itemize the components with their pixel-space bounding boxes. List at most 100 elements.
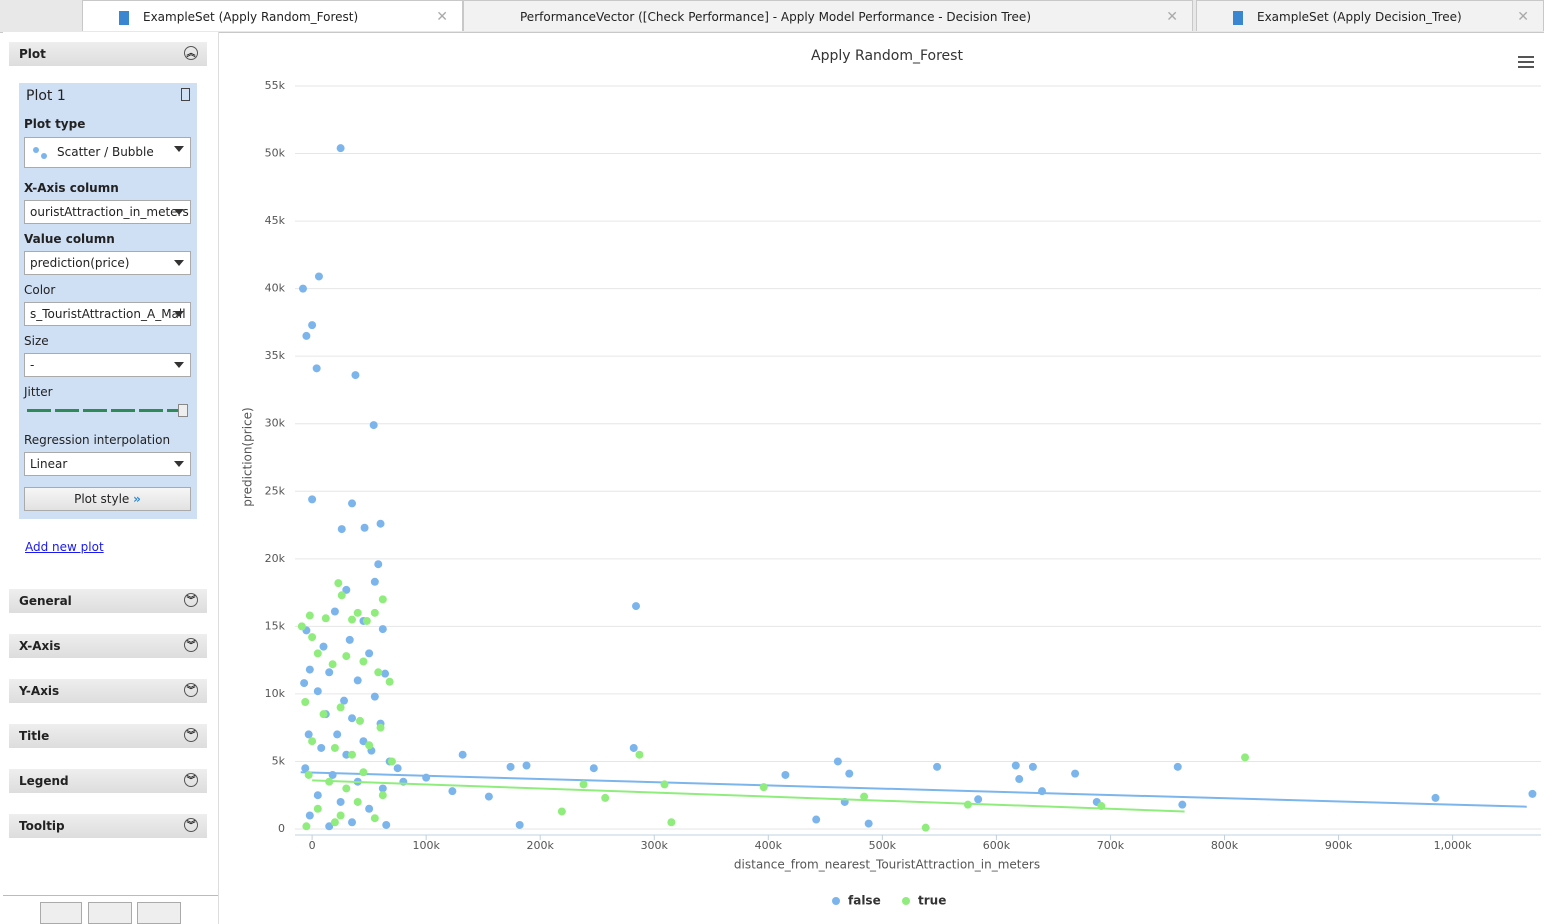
point [635,750,644,759]
refresh-button[interactable] [137,902,181,924]
dropdown[interactable]: - [24,353,191,377]
point [336,811,345,820]
point [342,585,351,594]
x-tick-label: 500k [869,839,897,852]
tab[interactable]: PerformanceVector ([Check Performance] -… [463,0,1193,31]
section-header[interactable]: General ︾ [9,589,207,613]
point [337,591,346,600]
point [319,642,328,651]
point [345,635,354,644]
section-title: Y-Axis [19,684,60,698]
dropdown[interactable]: Linear [24,452,191,476]
point [360,523,369,532]
point [579,780,588,789]
point [374,560,383,569]
y-tick-label: 0 [278,822,285,835]
jitter-slider[interactable] [27,409,187,412]
point [304,770,313,779]
open-button[interactable] [88,902,132,924]
point [382,820,391,829]
point [1528,789,1537,798]
section-header[interactable]: Title ︾ [9,724,207,748]
point [321,614,330,623]
point [387,757,396,766]
point [297,622,306,631]
field-label: Color [24,283,56,297]
delete-icon[interactable] [181,88,190,101]
plot-style-button[interactable]: Plot style » [24,487,191,511]
dropdown[interactable]: Scatter / Bubble [24,137,191,168]
point [359,768,368,777]
tab[interactable]: ExampleSet (Apply Decision_Tree) ✕ [1196,0,1544,31]
point [308,495,317,504]
point [305,611,314,620]
section-header[interactable]: X-Axis ︾ [9,634,207,658]
dropdown[interactable]: s_TouristAttraction_A_Mall [24,302,191,326]
point [506,762,515,771]
regression-line [300,771,1527,808]
y-axis-title: prediction(price) [241,407,255,506]
legend-label[interactable]: true [918,894,946,908]
point [370,577,379,586]
section-title: Tooltip [19,819,65,833]
point [365,741,374,750]
dropdown-value: Scatter / Bubble [57,145,154,159]
save-button[interactable] [40,902,82,924]
point [374,668,383,677]
add-plot-link[interactable]: Add new plot [25,540,104,554]
x-tick-label: 200k [527,839,555,852]
point [660,780,669,789]
tab[interactable]: ExampleSet (Apply Random_Forest) ✕ [82,0,463,31]
dropdown[interactable]: prediction(price) [24,251,191,275]
dropdown[interactable]: ouristAttraction_in_meters [24,200,191,224]
point [781,770,790,779]
point [330,607,339,616]
point [370,814,379,823]
point [1241,753,1250,762]
menu-icon[interactable] [1518,56,1534,68]
legend-label[interactable]: false [848,894,881,908]
section-header[interactable]: Tooltip ︾ [9,814,207,838]
section-header[interactable]: Plot ︽ [9,42,207,66]
point [860,792,869,801]
point [359,657,368,666]
point [305,811,314,820]
point [342,784,351,793]
legend-marker [832,897,840,905]
point [348,750,357,759]
point [351,371,360,380]
tab-label: ExampleSet (Apply Decision_Tree) [1257,10,1462,24]
y-tick-label: 5k [272,754,286,767]
section-header[interactable]: Legend ︾ [9,769,207,793]
field-label: Regression interpolation [24,433,171,447]
legend-marker [902,897,910,905]
point [313,804,322,813]
x-tick-label: 1,000k [1434,839,1472,852]
point [308,633,317,642]
slider-thumb[interactable] [178,404,188,417]
point [667,818,676,827]
point [301,698,310,707]
separator [3,895,218,896]
point [1011,761,1020,770]
section-header[interactable]: Y-Axis ︾ [9,679,207,703]
point [759,783,768,792]
y-tick-label: 20k [265,552,286,565]
x-tick-label: 900k [1325,839,1353,852]
point [312,364,321,373]
x-tick-label: 700k [1097,839,1125,852]
y-tick-label: 15k [265,619,286,632]
point [378,791,387,800]
field-label: Plot type [24,117,86,131]
point [458,750,467,759]
point [314,272,323,281]
point [1178,800,1187,809]
field-label: Jitter [24,385,53,399]
point [933,762,942,771]
point [319,710,328,719]
section-title: X-Axis [19,639,61,653]
point [328,660,337,669]
plot-name: Plot 1 [26,88,66,104]
point [333,730,342,739]
